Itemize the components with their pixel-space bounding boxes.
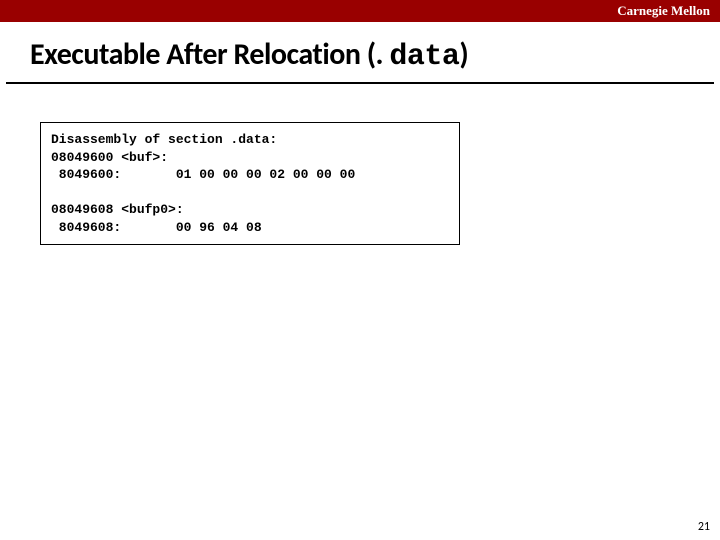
- code-content: Disassembly of section .data: 08049600 <…: [51, 131, 449, 236]
- page-number: 21: [698, 520, 710, 534]
- title-suffix: ): [459, 36, 468, 73]
- code-line: 8049600: 01 00 00 00 02 00 00 00: [51, 167, 355, 182]
- title-prefix: Executable After Relocation (.: [30, 36, 389, 73]
- code-line: 08049608 <bufp0>:: [51, 202, 184, 217]
- institution-label: Carnegie Mellon: [617, 3, 710, 19]
- slide-title: Executable After Relocation (. data): [30, 36, 690, 74]
- code-line: 08049600 <buf>:: [51, 150, 168, 165]
- header-bar: Carnegie Mellon: [0, 0, 720, 22]
- code-line: 8049608: 00 96 04 08: [51, 220, 262, 235]
- title-mono: data: [389, 40, 459, 74]
- title-area: Executable After Relocation (. data): [6, 22, 714, 84]
- code-box: Disassembly of section .data: 08049600 <…: [40, 122, 460, 245]
- code-line: Disassembly of section .data:: [51, 132, 277, 147]
